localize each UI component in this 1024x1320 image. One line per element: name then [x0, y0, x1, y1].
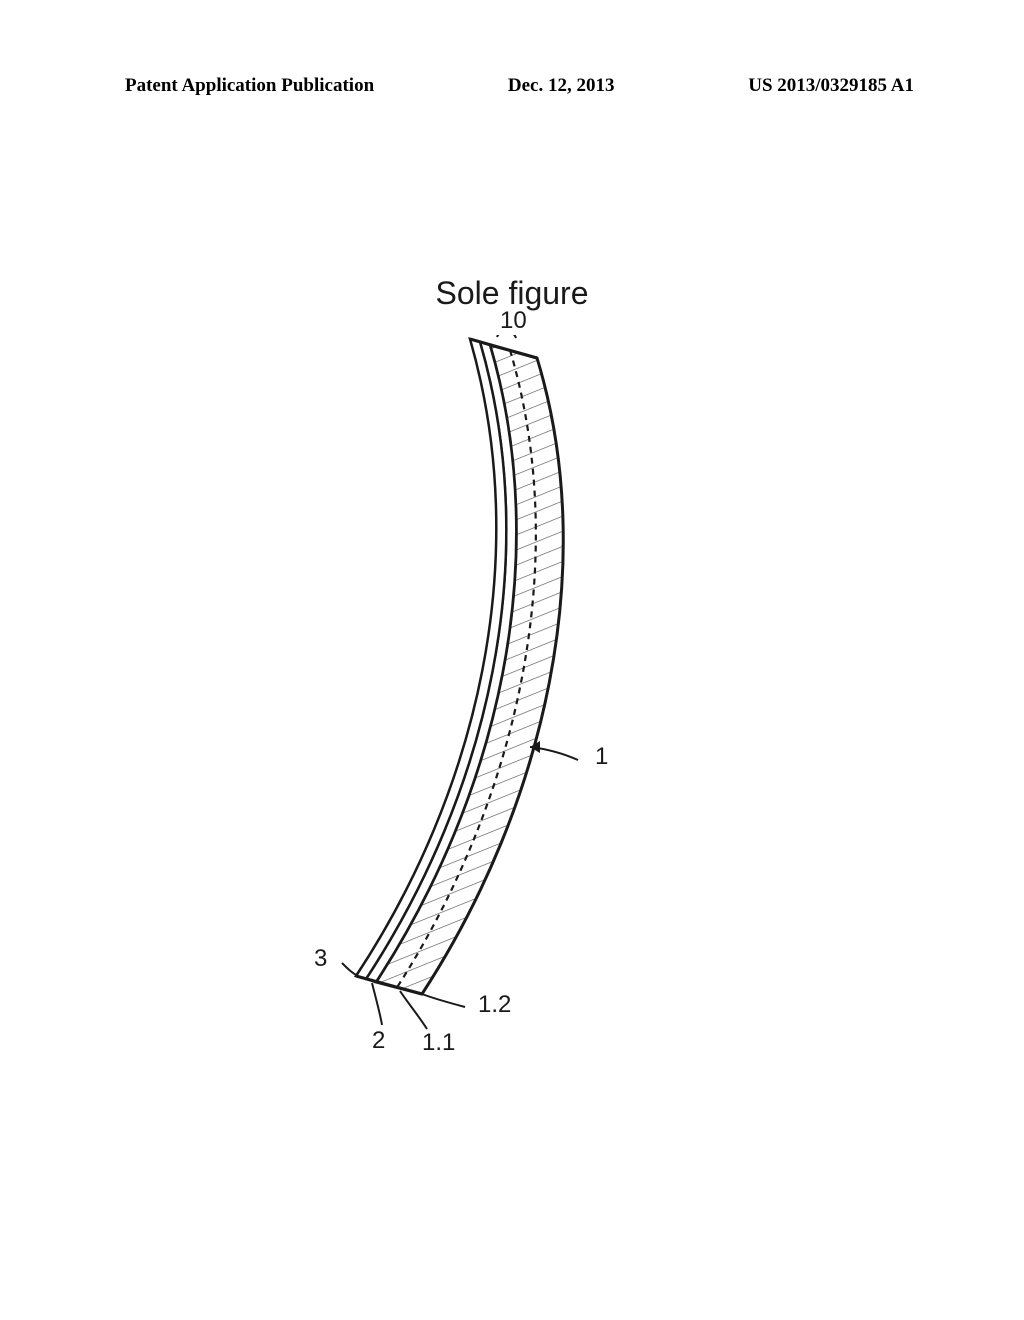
- leader-1-2: [422, 994, 465, 1007]
- label-2: 2: [372, 1027, 385, 1055]
- header-left: Patent Application Publication: [125, 75, 374, 97]
- patent-header: Patent Application Publication Dec. 12, …: [0, 75, 1024, 97]
- label-1-1: 1.1: [422, 1029, 455, 1057]
- leader-1-1: [400, 991, 427, 1029]
- label-3: 3: [314, 945, 327, 973]
- leader-2: [372, 983, 382, 1025]
- header-right: US 2013/0329185 A1: [748, 75, 914, 97]
- figure-svg: [300, 335, 730, 1075]
- label-10: 10: [500, 307, 527, 335]
- patent-figure: 10 1 3 2 1.1 1.2: [300, 335, 730, 1075]
- label-1: 1: [595, 743, 608, 771]
- label-1-2: 1.2: [478, 991, 511, 1019]
- leader-10: [497, 335, 516, 338]
- header-center: Dec. 12, 2013: [508, 75, 615, 97]
- leader-3: [342, 963, 358, 976]
